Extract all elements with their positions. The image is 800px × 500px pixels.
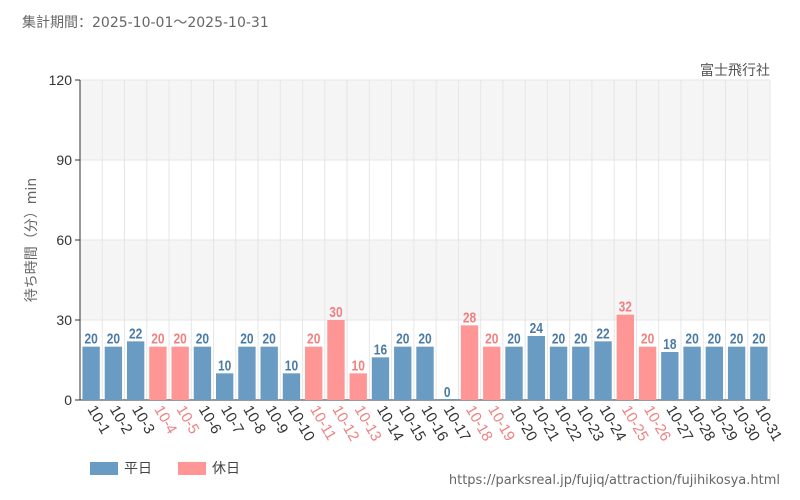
bar xyxy=(416,346,434,400)
attraction-name: 富士飛行社 xyxy=(700,63,770,79)
x-tick-label: 10-9 xyxy=(262,403,292,438)
bar xyxy=(282,373,301,400)
bar-value-label: 18 xyxy=(663,336,677,353)
bar-value-label: 10 xyxy=(218,357,231,374)
bar-value-label: 20 xyxy=(730,330,743,347)
y-tick-label: 120 xyxy=(49,72,73,88)
bar-value-label: 20 xyxy=(641,330,654,347)
x-tick-label: 10-2 xyxy=(106,403,136,438)
bar-value-label: 20 xyxy=(240,330,253,347)
y-tick-label: 30 xyxy=(56,312,72,328)
x-tick-label: 10-6 xyxy=(195,403,225,438)
legend-holiday: 休日 xyxy=(178,458,240,478)
bar xyxy=(616,314,635,400)
bar-value-label: 28 xyxy=(463,309,477,326)
y-tick-label: 0 xyxy=(64,392,72,408)
bar-value-label: 20 xyxy=(263,330,276,347)
bar xyxy=(683,346,701,400)
bar xyxy=(594,341,612,400)
bar-value-label: 20 xyxy=(574,330,587,347)
x-tick-label: 10-5 xyxy=(173,403,203,438)
bar xyxy=(661,352,679,400)
bar xyxy=(238,346,256,400)
bar-value-label: 20 xyxy=(107,330,120,347)
grid-band xyxy=(80,240,770,320)
bar xyxy=(727,346,746,400)
bar xyxy=(305,346,323,400)
bar xyxy=(572,346,590,400)
legend: 平日 休日 xyxy=(90,458,266,478)
x-tick-label: 10-1 xyxy=(84,403,114,438)
legend-weekday-label: 平日 xyxy=(124,461,152,477)
bar-value-label: 22 xyxy=(596,325,610,342)
bar xyxy=(349,373,367,400)
bar xyxy=(638,346,657,400)
y-tick-label: 90 xyxy=(56,152,72,168)
bar xyxy=(460,325,479,400)
bar xyxy=(126,341,145,400)
y-axis-label: 待ち時間（分）min xyxy=(24,178,40,302)
y-tick-label: 60 xyxy=(56,232,72,248)
grid-band xyxy=(80,80,770,160)
bar-value-label: 20 xyxy=(84,330,97,347)
period-label: 集計期間：2025-10-01～2025-10-31 xyxy=(22,15,269,31)
bar xyxy=(260,346,278,400)
bar-value-label: 20 xyxy=(507,330,520,347)
source-url: https://parksreal.jp/fujiq/attraction/fu… xyxy=(448,473,780,488)
bar-value-label: 0 xyxy=(444,384,451,401)
legend-holiday-swatch xyxy=(178,461,206,475)
bar xyxy=(483,346,501,400)
bar-value-label: 16 xyxy=(374,341,388,358)
bar-value-label: 24 xyxy=(530,320,544,337)
bar-value-label: 20 xyxy=(552,330,565,347)
bar-value-label: 22 xyxy=(129,325,143,342)
bar-value-label: 20 xyxy=(151,330,164,347)
legend-weekday: 平日 xyxy=(90,458,152,478)
bar-value-label: 32 xyxy=(619,298,633,315)
bar-value-label: 20 xyxy=(418,330,431,347)
bar xyxy=(171,346,189,400)
bar xyxy=(438,399,456,400)
x-tick-label: 10-3 xyxy=(128,403,158,438)
legend-weekday-swatch xyxy=(90,461,118,475)
bar-value-label: 20 xyxy=(485,330,498,347)
bar xyxy=(394,346,412,400)
bar-value-label: 20 xyxy=(173,330,186,347)
bar xyxy=(750,346,768,400)
bar xyxy=(215,373,234,400)
bar xyxy=(549,346,568,400)
bar xyxy=(149,346,167,400)
bar xyxy=(505,346,523,400)
bar-value-label: 10 xyxy=(285,357,298,374)
bar xyxy=(371,357,390,400)
bar-value-label: 20 xyxy=(396,330,409,347)
bar xyxy=(327,320,345,400)
bar xyxy=(82,346,100,400)
x-tick-label: 10-8 xyxy=(239,403,269,438)
bar-value-label: 10 xyxy=(352,357,365,374)
bar-value-label: 20 xyxy=(307,330,320,347)
bar-value-label: 20 xyxy=(685,330,698,347)
bar xyxy=(705,346,724,400)
x-tick-label: 10-4 xyxy=(150,403,180,438)
bar-value-label: 20 xyxy=(708,330,721,347)
bar xyxy=(527,336,545,400)
bar xyxy=(104,346,123,400)
bar-value-label: 30 xyxy=(329,304,342,321)
bar-value-label: 20 xyxy=(196,330,209,347)
bar xyxy=(193,346,212,400)
x-tick-label: 10-7 xyxy=(217,403,247,438)
bar-value-label: 20 xyxy=(752,330,765,347)
legend-holiday-label: 休日 xyxy=(212,461,240,477)
